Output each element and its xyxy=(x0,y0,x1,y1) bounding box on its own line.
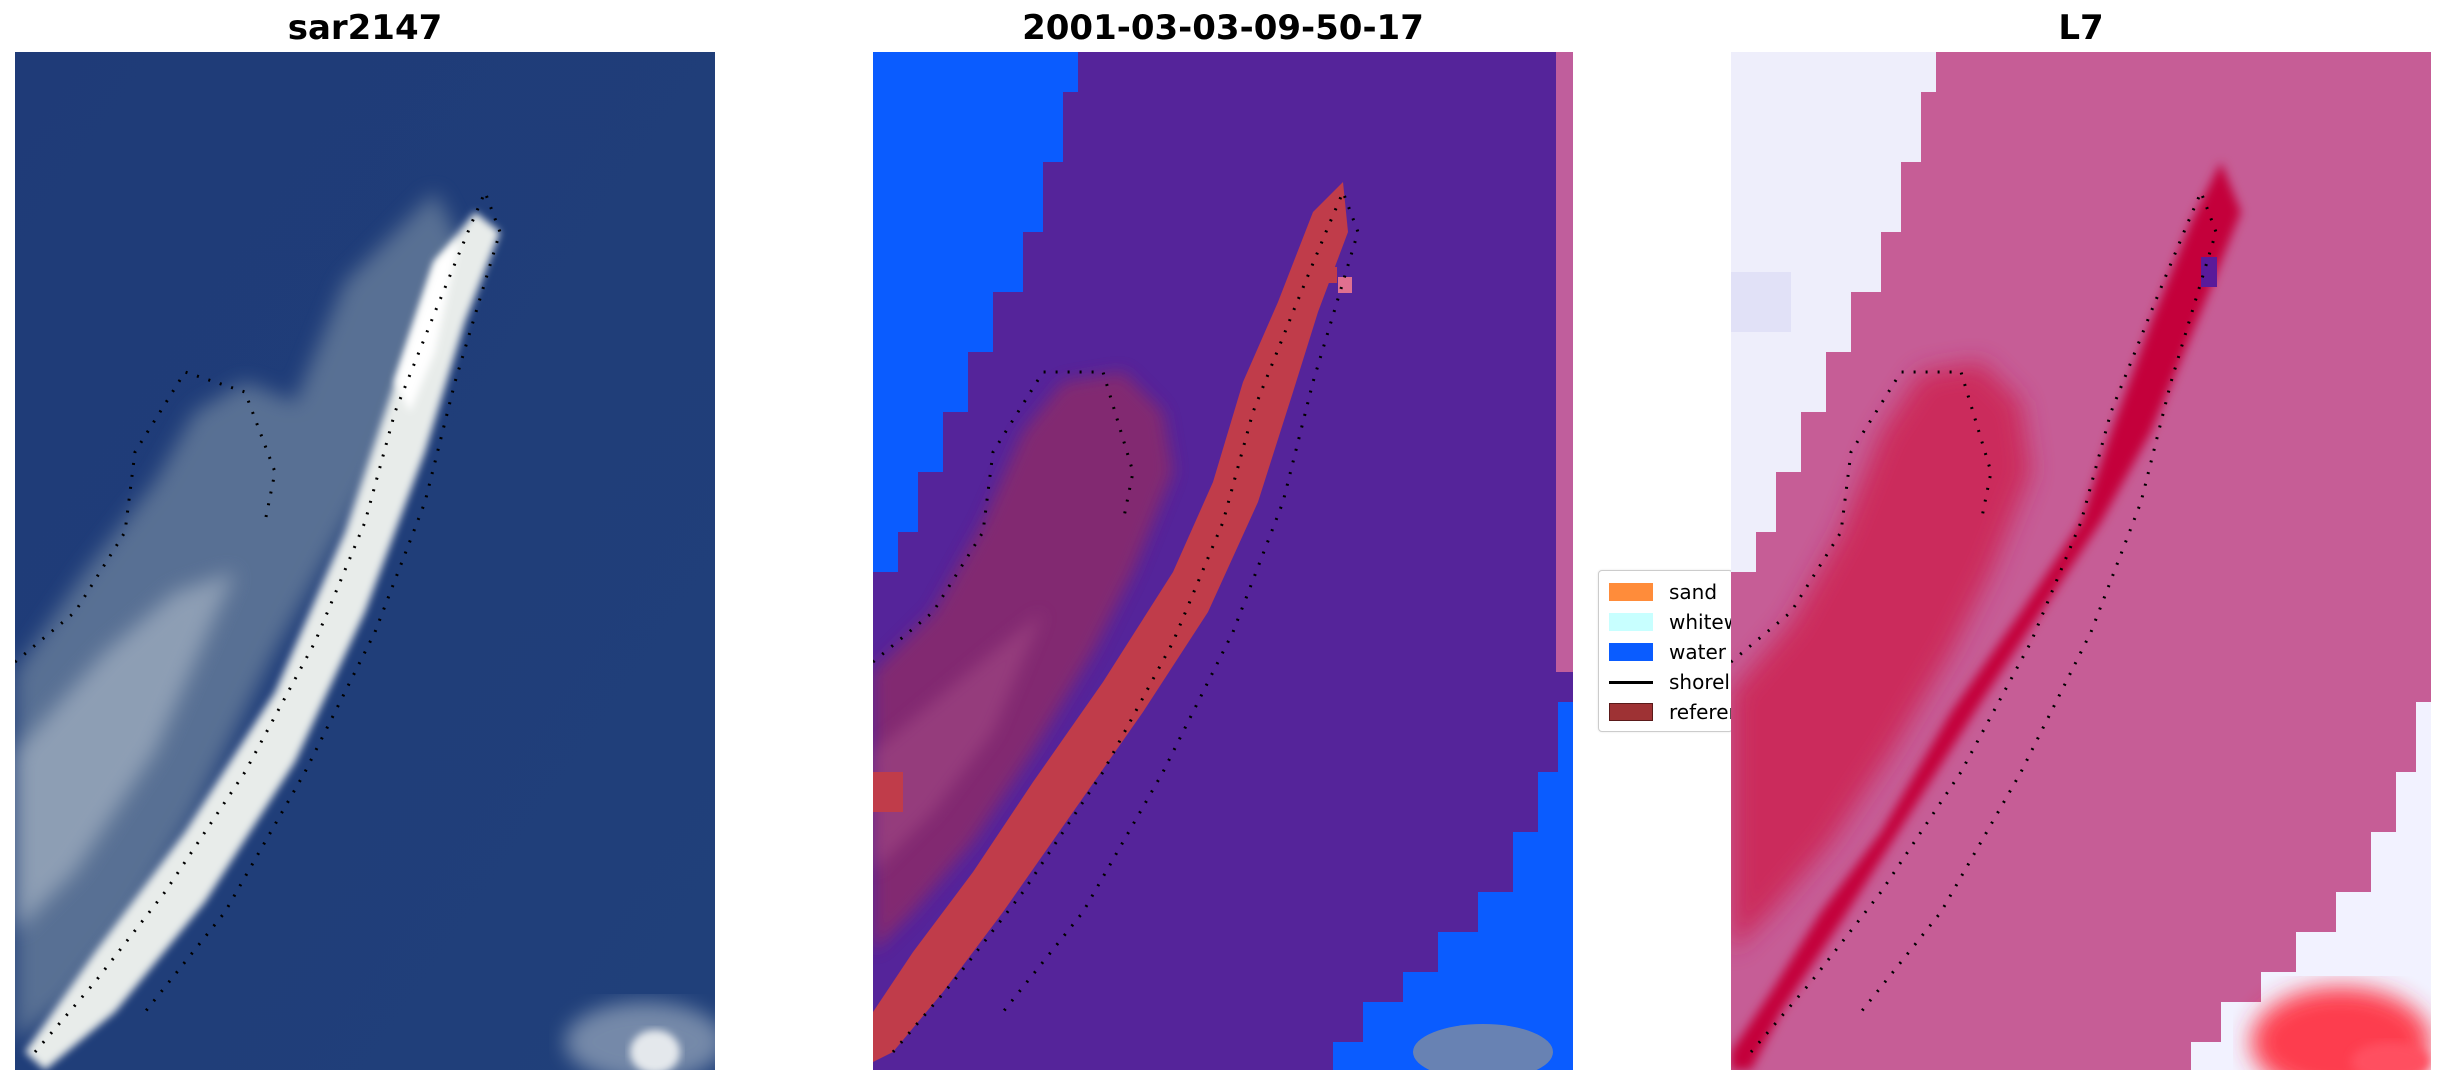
legend-item-shoreline: shoreline xyxy=(1609,669,1732,695)
rgb-image-panel xyxy=(15,52,715,1070)
legend-item-sand: sand xyxy=(1609,579,1717,605)
sand-swatch-icon xyxy=(1609,583,1653,601)
panel-title-sar2147: sar2147 xyxy=(287,8,443,48)
index-heatmap-panel xyxy=(1731,52,2431,1070)
whitewater-swatch-icon xyxy=(1609,613,1653,631)
water-swatch-icon xyxy=(1609,643,1653,661)
legend-item-water: water xyxy=(1609,639,1726,665)
legend-label-shoreline: shoreline xyxy=(1669,670,1732,694)
reference-swatch-icon xyxy=(1609,703,1653,721)
panel-title-date: 2001-03-03-09-50-17 xyxy=(1022,8,1424,48)
classification-map xyxy=(873,52,1573,1070)
panel-title-l7: L7 xyxy=(2058,8,2104,48)
rgb-image xyxy=(15,52,715,1070)
index-heatmap xyxy=(1731,52,2431,1070)
legend-label-sand: sand xyxy=(1669,580,1718,604)
classification-panel xyxy=(873,52,1573,1070)
shoreline-line-icon xyxy=(1609,680,1653,684)
legend-label-water: water xyxy=(1669,640,1726,664)
legend-item-reference: reference xyxy=(1609,699,1732,725)
legend-label-reference: reference xyxy=(1669,700,1732,724)
